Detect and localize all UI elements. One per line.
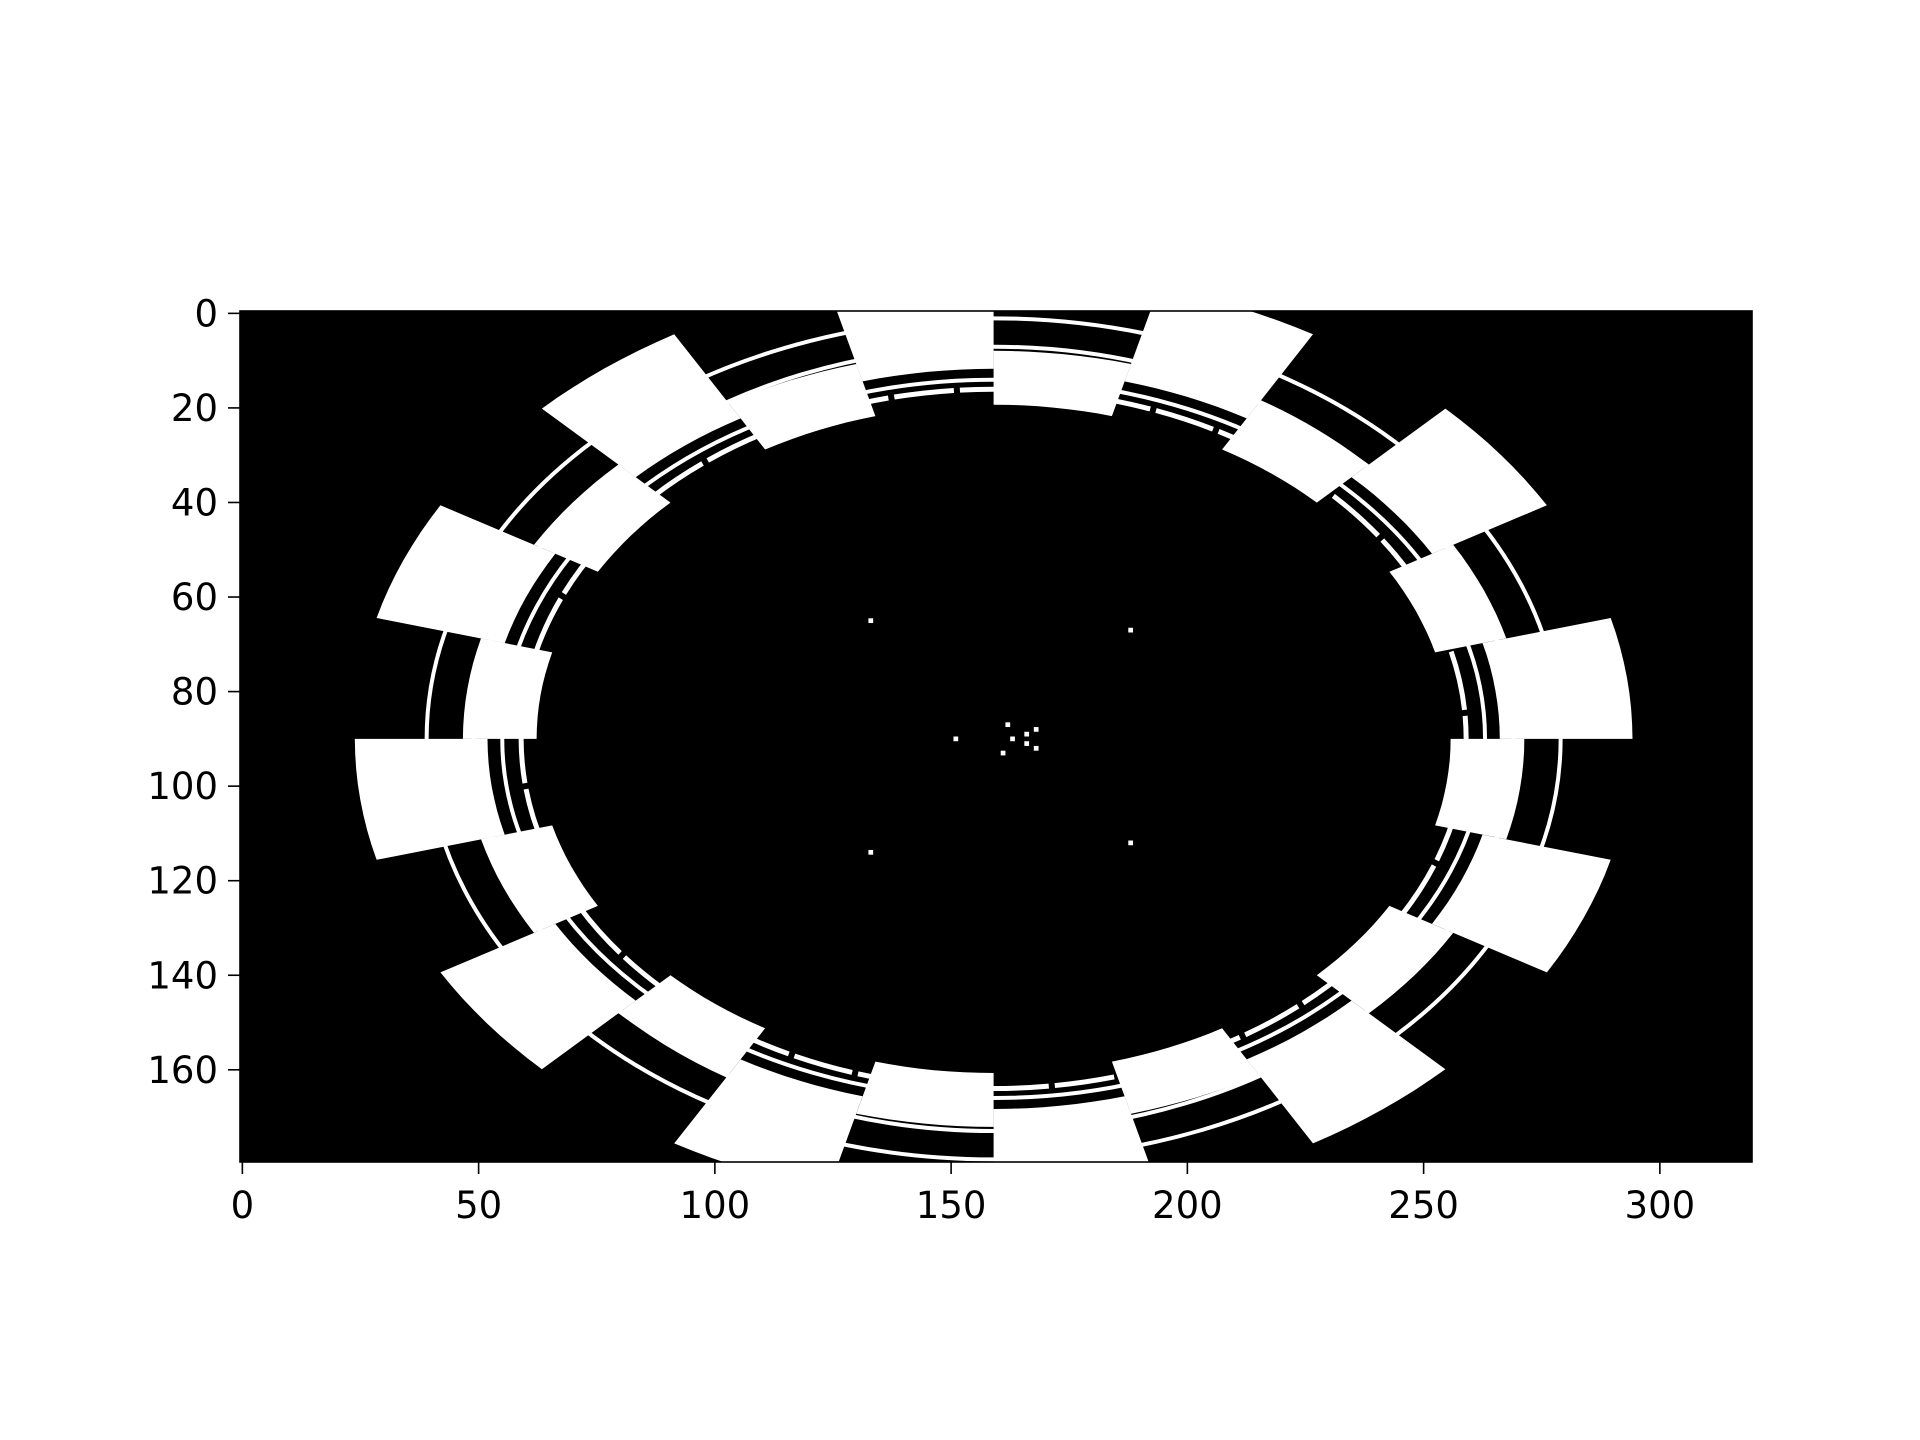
center-dot	[1033, 745, 1039, 751]
center-dot	[868, 849, 874, 855]
image-content	[354, 271, 1633, 1206]
center-dot	[868, 618, 874, 624]
center-dot	[1024, 741, 1030, 746]
y-tick-label: 60	[171, 576, 218, 619]
x-tick-label: 50	[455, 1184, 502, 1227]
checker-segment	[1432, 834, 1611, 973]
y-tick-label: 160	[147, 1049, 218, 1092]
center-dot	[953, 736, 959, 742]
plot-area	[239, 271, 1753, 1206]
y-tick-label: 20	[171, 387, 218, 430]
center-dot	[1128, 627, 1134, 633]
ring-ellipse	[518, 386, 1469, 1092]
ring-ellipse	[500, 377, 1488, 1100]
x-tick-label: 200	[1152, 1184, 1223, 1227]
center-dot	[1010, 736, 1015, 742]
y-tick-label: 120	[147, 860, 218, 903]
y-axis: 0 20 40 60 80 100 120 140 160	[147, 292, 240, 1092]
center-dot	[1000, 750, 1006, 756]
y-tick-label: 100	[147, 765, 218, 808]
center-dot	[1005, 722, 1011, 728]
center-dot	[1033, 727, 1039, 732]
checker-segment	[354, 738, 505, 860]
x-tick-label: 0	[231, 1184, 255, 1227]
x-tick-label: 150	[916, 1184, 987, 1227]
y-tick-label: 140	[147, 954, 218, 997]
checker-segment	[1482, 618, 1633, 739]
x-tick-label: 250	[1388, 1184, 1459, 1227]
center-dot	[1128, 840, 1134, 846]
ring-ellipse	[424, 316, 1563, 1162]
ring-ellipse	[471, 344, 1516, 1134]
y-tick-label: 80	[171, 671, 218, 714]
x-tick-label: 100	[680, 1184, 751, 1227]
y-tick-label: 40	[171, 481, 218, 524]
x-tick-label: 300	[1625, 1184, 1696, 1227]
x-axis: 0 50 100 150 200 250 300	[231, 1162, 1696, 1227]
y-tick-label: 0	[194, 292, 218, 335]
checker-segment	[376, 505, 556, 644]
checker-segment	[828, 271, 994, 382]
center-dot	[1024, 731, 1030, 737]
axes-frame	[239, 310, 1753, 1163]
checker-segment	[993, 1096, 1159, 1206]
